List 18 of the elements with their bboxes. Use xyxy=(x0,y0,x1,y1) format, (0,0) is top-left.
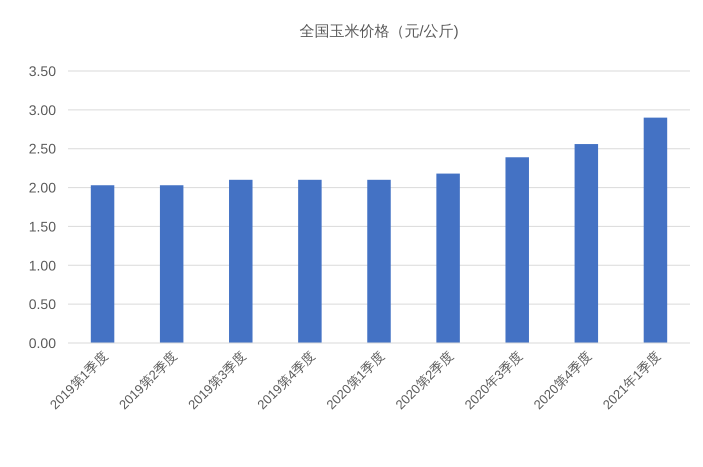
y-tick-label: 1.00 xyxy=(28,257,56,274)
bar xyxy=(298,180,322,343)
chart-title: 全国玉米价格（元/公斤) xyxy=(299,23,459,40)
bar xyxy=(644,118,668,343)
bar xyxy=(90,185,114,343)
bar xyxy=(367,180,391,343)
y-tick-label: 2.00 xyxy=(28,180,56,196)
y-tick-label: 2.50 xyxy=(28,140,56,157)
y-tick-label: 0.00 xyxy=(28,335,56,351)
y-tick-label: 3.50 xyxy=(28,63,56,79)
y-tick-label: 0.50 xyxy=(28,296,56,312)
y-tick-label: 1.50 xyxy=(28,218,56,234)
bar xyxy=(160,185,184,343)
bar xyxy=(229,180,253,343)
y-tick-label: 3.00 xyxy=(28,102,56,118)
bar xyxy=(574,144,598,343)
bar xyxy=(436,174,460,343)
bar xyxy=(505,157,529,343)
